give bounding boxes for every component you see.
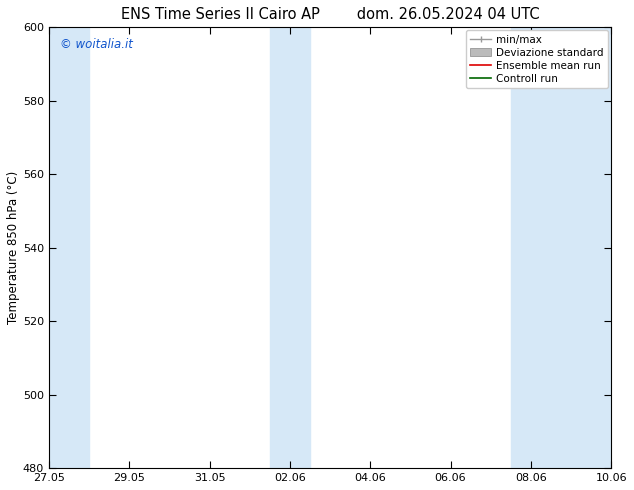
Y-axis label: Temperature 850 hPa (°C): Temperature 850 hPa (°C) bbox=[7, 171, 20, 324]
Bar bbox=[511, 27, 531, 468]
Bar bbox=[290, 27, 310, 468]
Bar bbox=[531, 27, 611, 468]
Title: ENS Time Series Il Cairo AP        dom. 26.05.2024 04 UTC: ENS Time Series Il Cairo AP dom. 26.05.2… bbox=[120, 7, 540, 22]
Legend: min/max, Deviazione standard, Ensemble mean run, Controll run: min/max, Deviazione standard, Ensemble m… bbox=[466, 30, 608, 88]
Bar bbox=[270, 27, 290, 468]
Text: © woitalia.it: © woitalia.it bbox=[60, 38, 133, 51]
Bar bbox=[49, 27, 89, 468]
